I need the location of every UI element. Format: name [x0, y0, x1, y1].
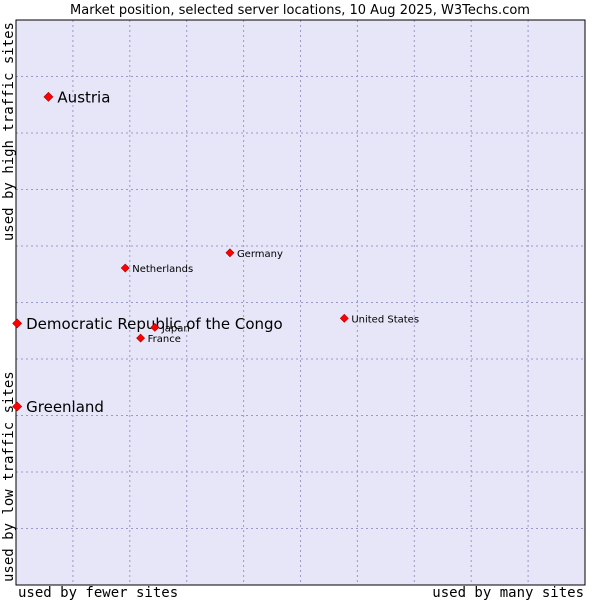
- point-marker: [136, 333, 146, 343]
- x-axis-label-left: used by fewer sites: [18, 585, 178, 600]
- point-label: Japan: [161, 323, 190, 334]
- point-democratic-republic-of-the-congo: Democratic Republic of the Congo: [12, 315, 283, 333]
- point-marker: [150, 322, 160, 332]
- point-netherlands: Netherlands: [120, 263, 193, 275]
- point-germany: Germany: [225, 248, 283, 260]
- point-label: Austria: [57, 88, 110, 106]
- point-marker: [225, 248, 235, 258]
- point-france: France: [136, 333, 181, 345]
- x-axis-label-right: used by many sites: [432, 585, 584, 600]
- y-axis-label-bottom: used by low traffic sites: [1, 371, 17, 582]
- point-label: Greenland: [26, 398, 104, 416]
- data-points: Austria Germany Netherlands United States De…: [12, 88, 419, 416]
- y-axis-label-top: used by high traffic sites: [1, 22, 17, 241]
- point-label: Germany: [237, 249, 283, 260]
- point-label: Netherlands: [132, 264, 193, 275]
- point-marker: [120, 263, 130, 273]
- grid-lines: [16, 20, 585, 585]
- point-japan: Japan: [150, 322, 190, 334]
- point-marker: [339, 313, 349, 323]
- point-united-states: United States: [339, 313, 419, 325]
- point-marker: [12, 318, 23, 329]
- chart-title: Market position, selected server locatio…: [70, 3, 530, 18]
- point-label: United States: [351, 314, 419, 325]
- point-marker: [43, 91, 54, 102]
- point-austria: Austria: [43, 88, 110, 106]
- point-greenland: Greenland: [12, 398, 104, 416]
- point-label: France: [148, 334, 181, 345]
- plot-frame: [15, 19, 586, 586]
- point-marker: [12, 401, 23, 412]
